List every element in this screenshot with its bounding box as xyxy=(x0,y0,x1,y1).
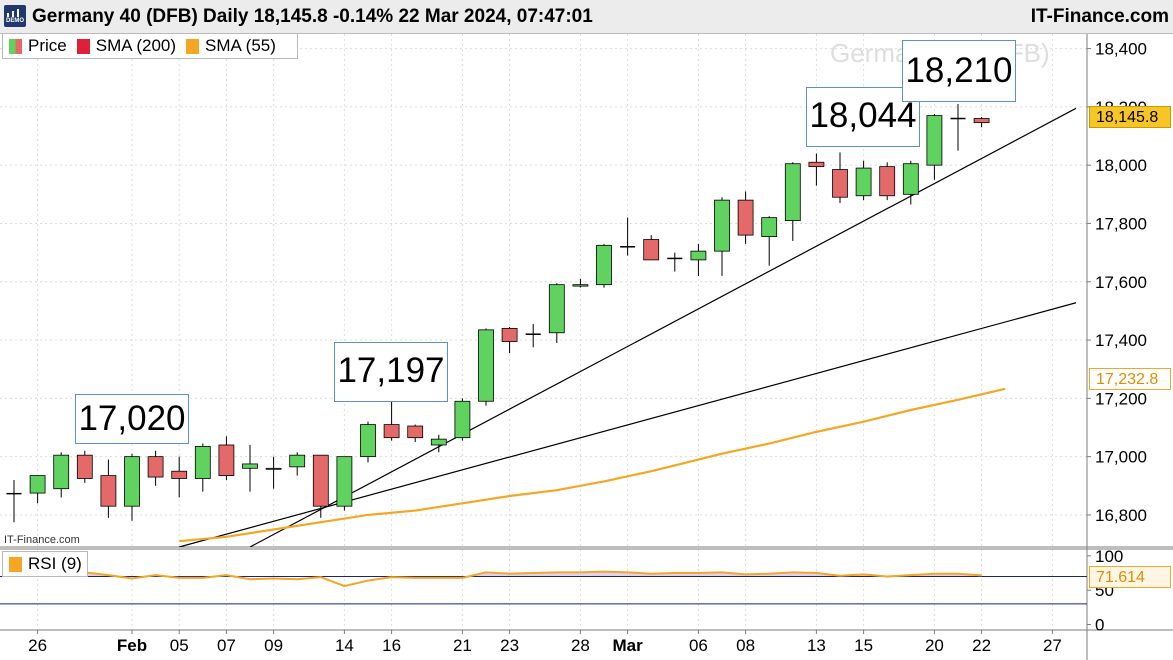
brand-name[interactable]: IT-Finance.com xyxy=(1030,6,1169,27)
bar-glyph xyxy=(7,9,23,17)
candle-down xyxy=(643,239,660,261)
candle-up xyxy=(572,284,589,287)
legend-rsi[interactable]: RSI (9) xyxy=(9,554,82,574)
candle-up xyxy=(926,115,943,166)
candle-up xyxy=(194,446,211,479)
rsi-overbought-fill xyxy=(14,571,982,577)
sma55-line xyxy=(179,387,1006,543)
x-tick-label: 23 xyxy=(500,636,519,655)
chart-app-icon: DEMO xyxy=(4,5,26,27)
candle-up xyxy=(430,438,447,446)
x-tick-label: 22 xyxy=(972,636,991,655)
candle-up xyxy=(761,217,778,237)
candle-down xyxy=(808,161,825,168)
callout-17197: 17,197 xyxy=(334,342,448,402)
legend-sma200[interactable]: SMA (200) xyxy=(76,36,177,56)
x-tick-label: 13 xyxy=(807,636,826,655)
sma55-value-badge: 17,232.8 xyxy=(1089,368,1171,390)
x-tick-label: 26 xyxy=(28,636,47,655)
legend-price-label: Price xyxy=(28,36,67,55)
candle-up xyxy=(289,454,306,468)
candle-up xyxy=(360,424,376,458)
candle-up xyxy=(454,400,471,439)
candle-down xyxy=(879,166,896,197)
callout-17020: 17,020 xyxy=(75,394,189,444)
callout-18044: 18,044 xyxy=(806,87,920,147)
legend-price[interactable]: Price xyxy=(9,36,67,56)
demo-label: DEMO xyxy=(6,18,24,24)
candle-up xyxy=(596,244,612,286)
candle-up xyxy=(855,167,872,197)
legend-sma55[interactable]: SMA (55) xyxy=(186,36,276,56)
rsi-swatch xyxy=(9,556,22,572)
y-tick-label: 17,800 xyxy=(1095,214,1147,233)
candle-up xyxy=(265,467,282,470)
candle-up xyxy=(53,454,70,490)
chart-legend[interactable]: Price SMA (200) SMA (55) xyxy=(2,33,298,59)
x-tick-label: 15 xyxy=(854,636,873,655)
x-tick-label: 07 xyxy=(217,636,236,655)
x-tick-label: 14 xyxy=(335,636,354,655)
candle-up xyxy=(29,475,46,494)
rsi-panel xyxy=(0,549,1087,630)
rsi-tick-label: 0 xyxy=(1095,616,1104,635)
candle-up xyxy=(124,456,140,507)
callout-18210: 18,210 xyxy=(902,40,1016,102)
x-tick-label: 05 xyxy=(170,636,189,655)
candle-down xyxy=(383,424,400,439)
candle-down xyxy=(407,425,424,439)
source-label: IT-Finance.com xyxy=(4,534,80,546)
x-tick-label: Mar xyxy=(612,636,643,655)
price-swatch xyxy=(9,38,22,54)
chart-title: Germany 40 (DFB) Daily 18,145.8 -0.14% 2… xyxy=(32,6,593,27)
candle-up xyxy=(336,456,353,507)
title-bar: DEMO Germany 40 (DFB) Daily 18,145.8 -0.… xyxy=(0,0,1173,34)
x-tick-label: 09 xyxy=(264,636,283,655)
candle-down xyxy=(171,470,188,479)
candle-down xyxy=(76,454,93,479)
x-tick-label: 08 xyxy=(736,636,755,655)
y-tick-label: 17,400 xyxy=(1095,331,1147,350)
trendline xyxy=(249,107,1077,547)
y-tick-label: 17,200 xyxy=(1095,389,1147,408)
candle-up xyxy=(690,250,707,261)
sma200-swatch xyxy=(76,38,90,54)
candle-up xyxy=(242,463,258,469)
x-tick-label: 16 xyxy=(382,636,401,655)
y-tick-label: 17,600 xyxy=(1095,273,1147,292)
legend-sma200-label: SMA (200) xyxy=(95,36,177,55)
candle-down xyxy=(312,454,329,507)
rsi-line xyxy=(13,570,982,588)
legend-rsi-label: RSI (9) xyxy=(28,554,82,573)
y-tick-label: 17,000 xyxy=(1095,448,1147,467)
legend-sma55-label: SMA (55) xyxy=(205,36,276,55)
candle-down xyxy=(147,456,164,478)
x-tick-label: 28 xyxy=(571,636,590,655)
candle-up xyxy=(548,284,565,334)
x-tick-label: 21 xyxy=(453,636,472,655)
candle-down xyxy=(100,475,117,507)
candle-up xyxy=(902,163,919,195)
sma55-swatch xyxy=(186,38,200,54)
candle-up xyxy=(714,199,730,252)
last-price-badge: 18,145.8 xyxy=(1089,106,1171,128)
candle-down xyxy=(501,327,518,342)
rsi-tick-label: 100 xyxy=(1095,547,1123,566)
candle-down xyxy=(737,199,754,236)
candle-up xyxy=(784,163,801,221)
x-tick-label: 06 xyxy=(689,636,708,655)
x-tick-label: Feb xyxy=(117,636,147,655)
x-tick-label: 20 xyxy=(925,636,944,655)
y-tick-label: 18,400 xyxy=(1095,40,1147,59)
y-tick-label: 16,800 xyxy=(1095,506,1147,525)
y-tick-label: 18,000 xyxy=(1095,156,1147,175)
rsi-legend[interactable]: RSI (9) xyxy=(2,551,88,577)
candle-down xyxy=(218,444,235,476)
candle-up xyxy=(478,329,494,402)
x-tick-label: 27 xyxy=(1043,636,1062,655)
rsi-value-badge: 71.614 xyxy=(1089,566,1171,588)
candle-down xyxy=(973,118,990,124)
candle-down xyxy=(832,169,848,198)
